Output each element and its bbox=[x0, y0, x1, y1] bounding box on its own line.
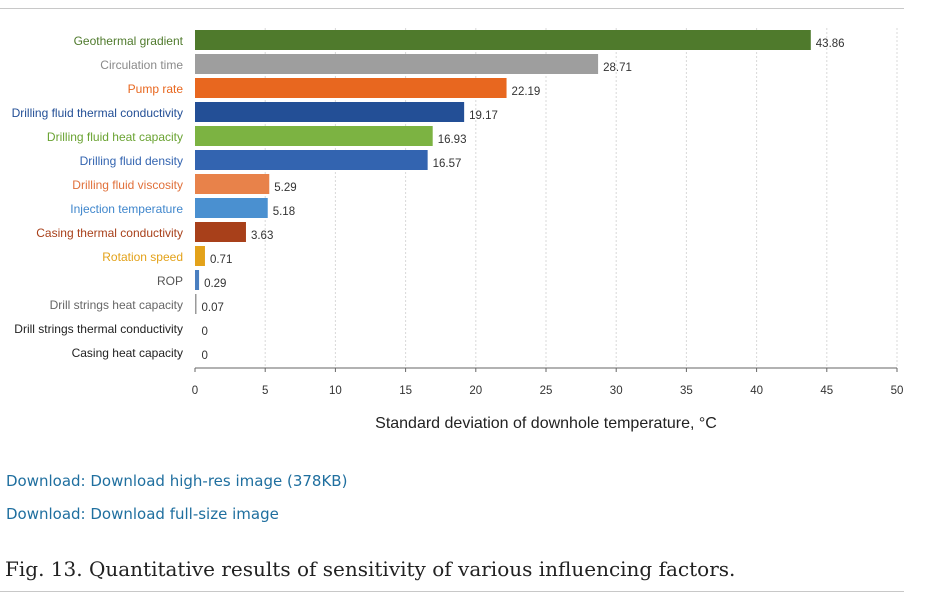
bar-3 bbox=[195, 102, 465, 122]
bar-chart: Geothermal gradient 43.86 Circulation time… bbox=[12, 28, 904, 432]
category-label-3: Drilling fluid thermal conductivity bbox=[12, 106, 183, 120]
bar-6 bbox=[195, 174, 270, 194]
figure-caption: Fig. 13. Quantitative results of sensiti… bbox=[5, 557, 736, 581]
value-label-6: 5.29 bbox=[274, 182, 296, 194]
category-label-8: Casing thermal conductivity bbox=[36, 226, 183, 240]
category-label-12: Drill strings thermal conductivity bbox=[14, 322, 183, 336]
value-label-13: 0 bbox=[202, 350, 208, 362]
download-full-size-link[interactable]: Download: Download full-size image bbox=[6, 505, 279, 523]
x-tick-label-45: 45 bbox=[820, 385, 833, 397]
category-label-9: Rotation speed bbox=[102, 250, 183, 264]
value-label-4: 16.93 bbox=[438, 134, 467, 146]
bar-10 bbox=[195, 270, 200, 290]
x-tick-label-15: 15 bbox=[399, 385, 412, 397]
x-tick-label-25: 25 bbox=[540, 385, 553, 397]
value-label-5: 16.57 bbox=[433, 158, 462, 170]
value-label-1: 28.71 bbox=[603, 62, 632, 74]
value-label-7: 5.18 bbox=[273, 206, 295, 218]
category-label-11: Drill strings heat capacity bbox=[50, 298, 183, 312]
category-label-4: Drilling fluid heat capacity bbox=[47, 130, 183, 144]
bar-11 bbox=[195, 294, 197, 314]
top-divider bbox=[0, 8, 904, 9]
bar-0 bbox=[195, 30, 811, 50]
bar-2 bbox=[195, 78, 507, 98]
x-tick-label-0: 0 bbox=[192, 385, 198, 397]
x-tick-label-10: 10 bbox=[329, 385, 342, 397]
bar-8 bbox=[195, 222, 246, 242]
x-axis-title: Standard deviation of downhole temperatu… bbox=[375, 415, 717, 432]
category-label-7: Injection temperature bbox=[70, 202, 183, 216]
download-high-res-link[interactable]: Download: Download high-res image (378KB… bbox=[6, 472, 348, 490]
value-label-9: 0.71 bbox=[210, 254, 232, 266]
value-label-3: 19.17 bbox=[469, 110, 498, 122]
value-label-11: 0.07 bbox=[202, 302, 224, 314]
x-tick-label-5: 5 bbox=[262, 385, 268, 397]
x-tick-label-35: 35 bbox=[680, 385, 693, 397]
bar-4 bbox=[195, 126, 433, 146]
value-label-2: 22.19 bbox=[512, 86, 541, 98]
category-label-6: Drilling fluid viscosity bbox=[72, 178, 183, 192]
x-tick-label-40: 40 bbox=[750, 385, 763, 397]
value-label-0: 43.86 bbox=[816, 38, 845, 50]
x-tick-label-20: 20 bbox=[469, 385, 482, 397]
bottom-divider bbox=[0, 591, 904, 592]
bar-9 bbox=[195, 246, 205, 266]
category-label-5: Drilling fluid density bbox=[80, 154, 183, 168]
value-label-10: 0.29 bbox=[204, 278, 226, 290]
category-label-1: Circulation time bbox=[100, 58, 183, 72]
value-label-8: 3.63 bbox=[251, 230, 273, 242]
bar-5 bbox=[195, 150, 428, 170]
bar-1 bbox=[195, 54, 599, 74]
category-label-0: Geothermal gradient bbox=[74, 34, 184, 48]
category-label-13: Casing heat capacity bbox=[72, 346, 183, 360]
category-label-2: Pump rate bbox=[128, 82, 184, 96]
x-tick-label-50: 50 bbox=[891, 385, 904, 397]
bar-7 bbox=[195, 198, 268, 218]
category-label-10: ROP bbox=[157, 274, 183, 288]
value-label-12: 0 bbox=[202, 326, 208, 338]
x-tick-label-30: 30 bbox=[610, 385, 623, 397]
